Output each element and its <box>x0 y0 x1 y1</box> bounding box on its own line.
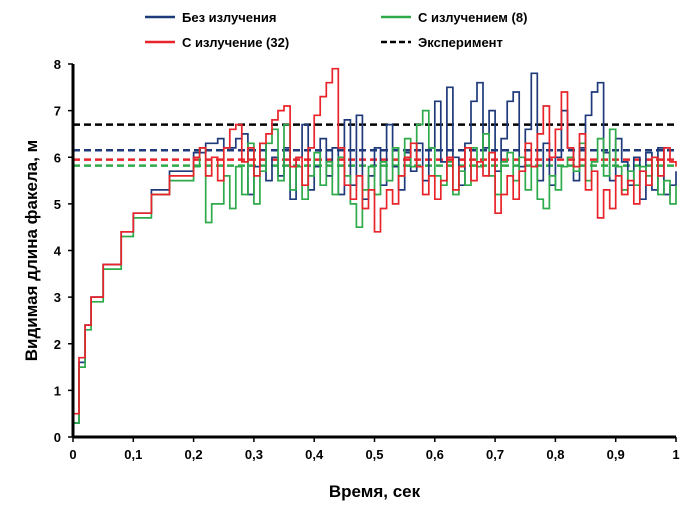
x-axis-title: Время, сек <box>329 482 421 501</box>
x-tick-label: 0,9 <box>607 447 625 462</box>
y-axis-title: Видимая длина факела, м <box>22 140 41 361</box>
x-tick-label: 0,8 <box>546 447 564 462</box>
x-tick-label: 0 <box>69 447 76 462</box>
x-tick-label: 1 <box>672 447 679 462</box>
legend: Без излучения С излучением (8) С излучение… <box>145 10 527 50</box>
legend-item: С излучение (32) <box>145 35 289 50</box>
y-tick-label: 4 <box>54 244 62 259</box>
y-tick-label: 6 <box>54 150 61 165</box>
x-tick-label: 0,7 <box>486 447 504 462</box>
x-tick-label: 0,3 <box>245 447 263 462</box>
series-lines <box>73 67 677 424</box>
y-tick-label: 7 <box>54 104 61 119</box>
legend-item: С излучением (8) <box>381 10 527 25</box>
x-tick-label: 0,4 <box>305 447 324 462</box>
legend-item: Эксперимент <box>381 35 503 50</box>
legend-item: Без излучения <box>145 10 276 25</box>
y-tick-labels: 0 1 2 3 4 5 6 7 8 <box>54 57 73 445</box>
x-tick-labels: 0 0,1 0,2 0,3 0,4 0,5 0,6 0,7 0,8 0,9 1 <box>69 437 680 462</box>
y-tick-label: 0 <box>54 430 61 445</box>
plot-area <box>73 67 677 424</box>
series-line-2 <box>73 67 677 415</box>
legend-label: Эксперимент <box>418 35 503 50</box>
y-tick-label: 1 <box>54 383 61 398</box>
legend-label: Без излучения <box>182 10 276 25</box>
x-tick-label: 0,2 <box>185 447 203 462</box>
legend-label: С излучение (32) <box>182 35 289 50</box>
x-tick-label: 0,6 <box>426 447 444 462</box>
x-tick-label: 0,5 <box>365 447 383 462</box>
y-tick-label: 5 <box>54 197 61 212</box>
y-tick-label: 2 <box>54 337 61 352</box>
legend-label: С излучением (8) <box>418 10 527 25</box>
y-tick-label: 8 <box>54 57 61 72</box>
x-tick-label: 0,1 <box>124 447 142 462</box>
y-tick-label: 3 <box>54 290 61 305</box>
series-line-1 <box>73 109 677 424</box>
